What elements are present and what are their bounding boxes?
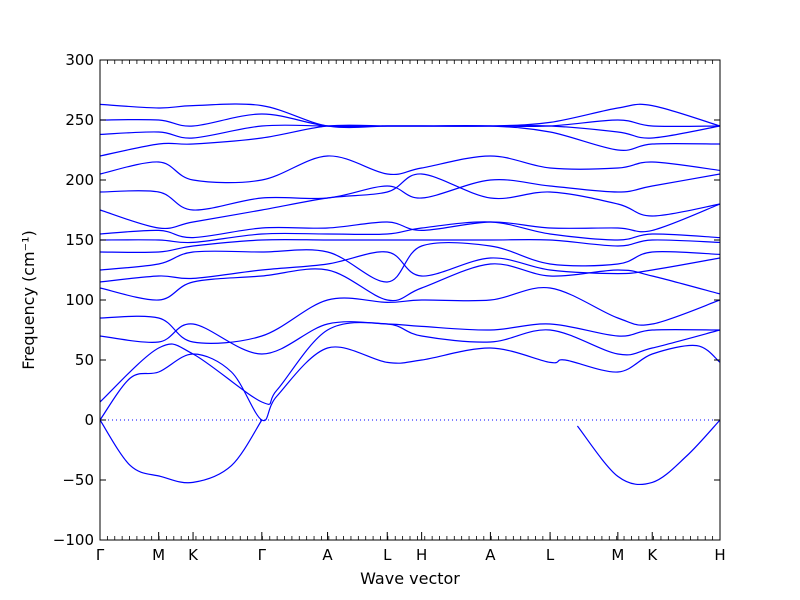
x-tick-label: K [188,546,199,564]
x-tick-label: M [611,546,624,564]
x-tick-label: L [546,546,555,564]
y-tick-label: 0 [84,411,94,429]
band-line-3 [100,344,720,422]
y-tick-label: 200 [65,171,94,189]
band-line-14 [100,173,720,211]
y-tick-label: 50 [75,351,94,369]
series-layer [100,103,720,486]
band-line-7 [100,263,720,302]
y-tick-label: 150 [65,231,94,249]
x-tick-label: A [485,546,496,564]
band-line-4 [100,321,720,405]
band-line-8 [100,251,720,283]
x-tick-label: H [714,546,725,564]
band-line-2 [576,419,720,486]
x-tick-label: H [416,546,427,564]
band-line-10 [100,238,720,254]
band-line-11 [100,221,720,244]
x-tick-label: L [383,546,392,564]
band-line-15 [100,155,720,184]
band-line-9 [100,241,720,283]
band-line-13 [100,173,720,230]
band-line-12 [100,203,720,239]
band-line-16 [100,124,720,157]
band-line-17 [100,124,720,139]
y-axis-title: Frequency (cm⁻¹) [19,230,38,369]
band-line-18 [100,113,720,128]
x-tick-label: A [322,546,333,564]
y-tick-label: 250 [65,111,94,129]
y-tick-label: −100 [53,531,94,549]
plot-frame [99,59,721,541]
band-line-19 [100,103,720,129]
band-line-6 [100,286,720,344]
y-tick-label: 100 [65,291,94,309]
band-line-1 [100,419,263,484]
x-tick-label: M [152,546,165,564]
band-line-5 [100,321,720,355]
x-tick-label: Γ [258,546,267,564]
x-tick-label: K [647,546,658,564]
x-axis-title: Wave vector [360,569,460,588]
x-tick-label: Γ [96,546,105,564]
y-tick-label: −50 [62,471,94,489]
y-tick-label: 300 [65,51,94,69]
axes-layer: −100 −50 0 50 100 150 200 250 300 Γ M K Γ A L H A L M K H [53,51,726,564]
